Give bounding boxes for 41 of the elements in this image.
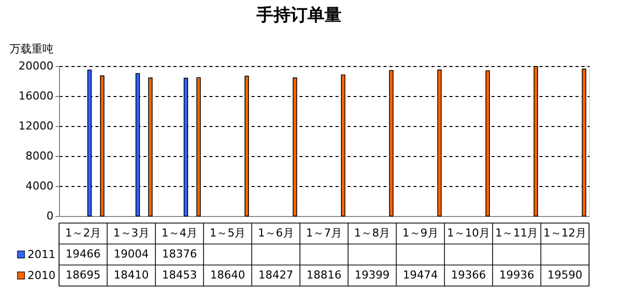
data-label: 18410 (114, 268, 149, 282)
y-tick-label: 20000 (18, 60, 54, 72)
x-tick-label: 1～10月 (447, 226, 490, 240)
data-label: 19466 (66, 248, 101, 260)
data-label: 18453 (162, 268, 197, 282)
y-tick-label: 16000 (18, 90, 54, 102)
data-label: 19004 (114, 248, 149, 260)
x-tick-label: 1～5月 (210, 226, 246, 240)
chart-title: 手持订单量 (256, 6, 342, 26)
bar (340, 74, 346, 216)
x-tick-label: 1～7月 (306, 226, 342, 240)
data-label: 18376 (162, 248, 197, 260)
bar (292, 77, 298, 216)
data-label: 19590 (547, 268, 582, 282)
y-tick-label: 12000 (18, 120, 54, 132)
bar (437, 70, 442, 216)
data-label: 19399 (354, 268, 390, 282)
x-tick-label: 1～3月 (113, 226, 150, 240)
y-tick-label: 4000 (26, 180, 54, 192)
x-tick-label: 1～6月 (258, 226, 294, 240)
x-tick-label: 1～2月 (65, 226, 102, 240)
y-axis-title: 万载重吨 (10, 42, 54, 56)
y-tick-label: 0 (46, 210, 54, 222)
data-label: 18695 (66, 268, 101, 282)
data-label: 19366 (451, 268, 486, 282)
x-tick-label: 1～12月 (543, 226, 586, 240)
data-label: 19936 (499, 268, 534, 282)
x-tick-label: 1～8月 (354, 226, 390, 240)
legend-label: 2010 (28, 269, 56, 282)
x-tick-label: 1～4月 (161, 226, 198, 240)
bar (389, 70, 394, 216)
data-label: 19474 (402, 268, 438, 282)
legend-label: 2011 (28, 248, 56, 261)
data-label: 18640 (210, 268, 246, 282)
x-tick-label: 1～9月 (402, 226, 438, 240)
data-label: 18816 (306, 268, 342, 282)
x-tick-label: 1～11月 (495, 226, 538, 240)
data-label: 18427 (258, 268, 294, 282)
y-tick-label: 8000 (26, 150, 54, 162)
bar (196, 77, 201, 216)
bar (244, 76, 249, 216)
